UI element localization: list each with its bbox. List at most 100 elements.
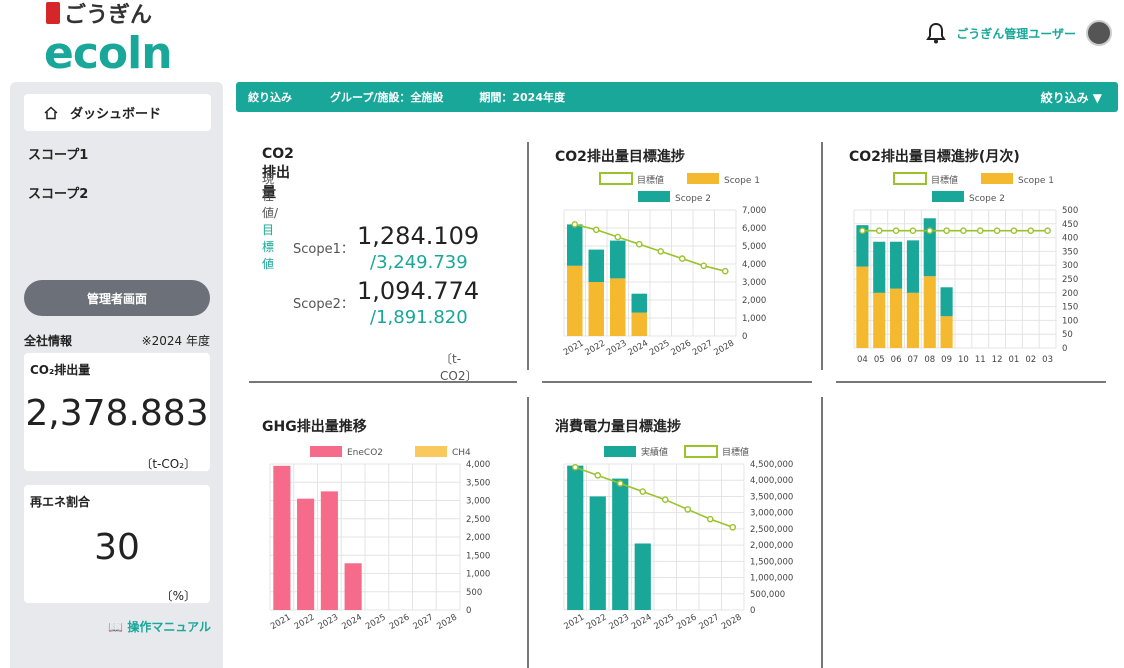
y-tick-label: 350 — [1062, 247, 1078, 257]
target-line — [574, 466, 734, 529]
x-tick-label: 2021 — [562, 339, 586, 358]
x-tick-label: 04 — [857, 355, 868, 365]
bar — [890, 241, 903, 289]
current-label: 現在値/ — [262, 172, 279, 220]
x-tick-label: 06 — [891, 355, 902, 365]
y-tick-label: 1,000 — [466, 570, 490, 580]
target-point — [684, 506, 692, 513]
target-point — [639, 488, 647, 495]
y-tick-label: 250 — [1062, 275, 1078, 285]
user-name[interactable]: ごうぎん管理ユーザー — [956, 26, 1076, 41]
bar — [567, 265, 583, 336]
co2-card-unit: 〔t-CO₂〕 — [140, 457, 196, 471]
chart-title: GHG排出量推移 — [262, 419, 367, 435]
sidebar-item-label: ダッシュボード — [70, 107, 162, 122]
panel-title: CO2排出量 — [262, 146, 294, 201]
x-tick-label: 12 — [992, 355, 1003, 365]
bar — [923, 218, 936, 277]
bell-icon[interactable] — [926, 22, 947, 44]
bar — [631, 293, 647, 313]
target-point — [1010, 227, 1018, 235]
legend-swatch — [981, 173, 1013, 184]
y-tick-label: 200 — [1062, 289, 1078, 299]
y-tick-label: 5,000 — [742, 242, 766, 252]
manual-link[interactable]: 📖 操作マニュアル — [108, 618, 211, 635]
legend-label: Scope 1 — [1018, 176, 1054, 186]
y-tick-label: 500,000 — [750, 590, 785, 600]
bar — [940, 287, 953, 317]
x-tick-label: 2028 — [712, 339, 736, 358]
manual-label: 操作マニュアル — [127, 620, 211, 634]
y-tick-label: 4,000 — [466, 460, 490, 470]
overall-year: ※2024 年度 — [141, 334, 210, 348]
legend-swatch — [604, 446, 636, 457]
legend-swatch — [310, 446, 342, 457]
x-tick-label: 02 — [1025, 355, 1036, 365]
y-tick-label: 2,000 — [466, 533, 490, 543]
target-point — [571, 221, 579, 228]
renewable-card-value: 30 — [94, 527, 140, 568]
target-point — [635, 240, 643, 248]
target-point — [614, 233, 622, 241]
bar — [923, 276, 936, 348]
legend-label: Scope 2 — [969, 194, 1005, 204]
legend-label: 実績値 — [641, 446, 668, 458]
sidebar-item-dashboard[interactable]: ダッシュボード — [24, 94, 211, 131]
bar — [567, 224, 583, 266]
bar — [856, 225, 869, 267]
legend-label: Scope 1 — [724, 176, 760, 186]
y-tick-label: 1,000 — [742, 314, 766, 324]
bar — [273, 465, 291, 610]
legend-swatch — [687, 173, 719, 184]
target-point — [909, 227, 917, 235]
legend-swatch — [638, 191, 670, 202]
chart-title: 消費電力量目標進捗 — [555, 419, 681, 435]
target-point — [721, 267, 729, 275]
co2-card-value: 2,378.883 — [25, 393, 209, 434]
divider — [527, 397, 529, 668]
y-tick-label: 1,000,000 — [750, 574, 793, 584]
app-logo[interactable]: ecoln — [44, 28, 173, 79]
x-tick-label: 2024 — [626, 339, 650, 358]
y-tick-label: 2,500 — [466, 515, 490, 525]
filter-bar: 絞り込み グループ/施設：全施設 期間：2024年度 絞り込み ▼ — [236, 82, 1118, 112]
x-tick-label: 2022 — [583, 339, 607, 358]
admin-button[interactable]: 管理者画面 — [24, 280, 210, 316]
x-tick-label: 2028 — [720, 613, 744, 632]
target-point — [594, 472, 602, 479]
overall-label: 全社情報 — [24, 334, 73, 348]
target-point — [678, 255, 686, 262]
sidebar-item-scope2[interactable]: スコープ2 — [10, 174, 223, 211]
y-tick-label: 3,500,000 — [750, 492, 793, 502]
renewable-ratio-card: 再エネ割合 30 〔%〕 — [24, 485, 210, 603]
legend-label: 目標値 — [722, 446, 749, 458]
legend-label: Scope 2 — [675, 194, 711, 204]
target-label: 目標値 — [262, 223, 275, 271]
y-tick-label: 4,500,000 — [750, 460, 793, 470]
scope2-label: Scope2： — [293, 297, 354, 312]
legend-swatch — [599, 172, 633, 185]
bar — [589, 496, 606, 610]
target-line — [574, 223, 726, 272]
y-tick-label: 3,000 — [742, 278, 766, 288]
target-point — [960, 227, 967, 235]
target-point — [1027, 227, 1035, 235]
x-tick-label: 2023 — [607, 613, 631, 632]
bar — [873, 241, 886, 293]
target-point — [926, 227, 934, 235]
filter-toggle-button[interactable]: 絞り込み ▼ — [1040, 90, 1102, 105]
target-point — [657, 248, 665, 255]
y-tick-label: 500 — [1062, 206, 1078, 216]
target-point — [993, 227, 1001, 235]
y-tick-label: 3,000,000 — [750, 509, 793, 519]
y-tick-label: 6,000 — [742, 224, 766, 234]
legend-swatch — [684, 445, 718, 458]
avatar[interactable] — [1086, 20, 1112, 46]
target-point — [892, 227, 900, 235]
bank-logo: ごうぎん — [46, 0, 152, 28]
bar — [610, 240, 626, 279]
x-tick-label: 2022 — [585, 613, 609, 632]
x-tick-label: 2025 — [648, 339, 672, 358]
sidebar-item-scope1[interactable]: スコープ1 — [10, 135, 223, 172]
